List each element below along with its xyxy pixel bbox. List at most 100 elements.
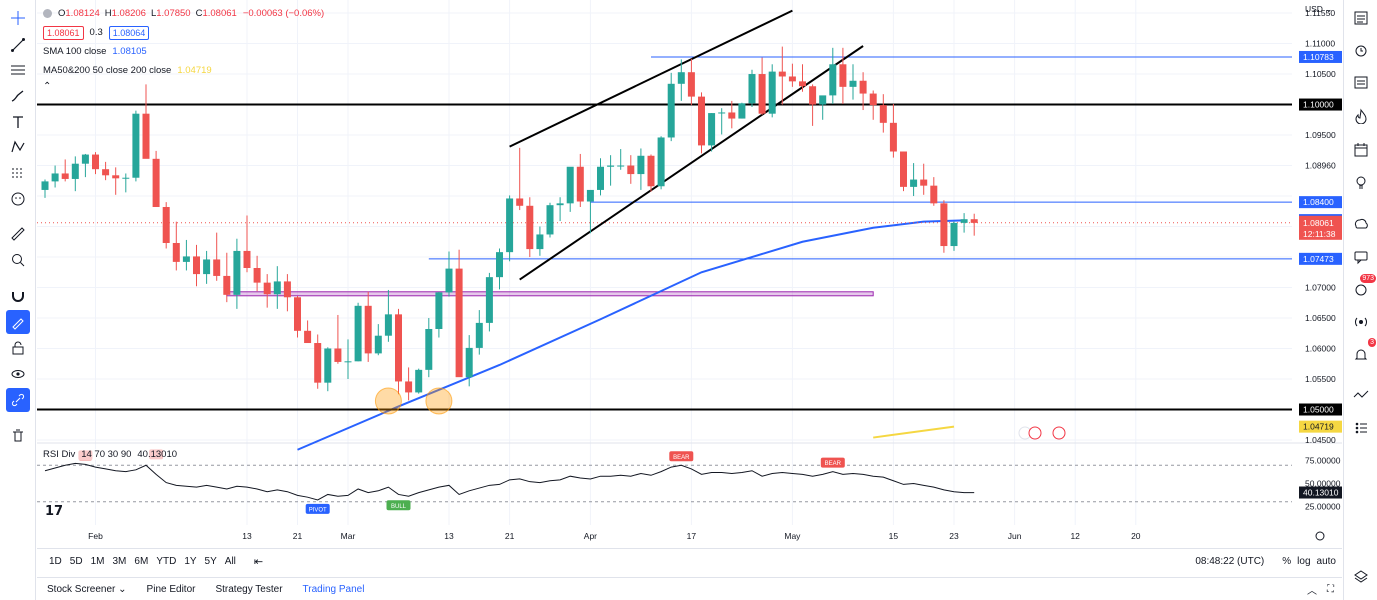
candle-body [182,256,190,262]
eye-icon[interactable] [6,362,30,386]
current-price-tag-bg [1299,215,1342,240]
clock[interactable]: 08:48:22 (UTC) [1195,556,1265,567]
candle-body [92,154,99,170]
range-button-1m[interactable]: 1M [90,556,105,567]
emoji-icon[interactable] [6,187,30,211]
candle-body [728,112,736,119]
candle-body [778,71,786,77]
ohlc-key: L [150,8,157,19]
ohlc-item-l: L1.07850 [151,8,191,19]
range-button-1y[interactable]: 1Y [184,556,197,567]
economic-events[interactable] [1018,426,1066,440]
bid-box[interactable]: 1.08061 [43,25,84,40]
candle-body [647,155,655,187]
scale-button-percent[interactable]: % [1282,556,1292,567]
lock-icon[interactable] [6,336,30,360]
ohlc-item-c: C1.08061 [196,8,237,19]
sma-100-series [297,219,965,451]
rsi-tick-label: 25.00000 [1305,501,1341,511]
rsi-legend[interactable]: RSI Div 14 70 30 90 40.13010 [43,449,178,460]
range-button-5y[interactable]: 5Y [204,556,217,567]
trendline-tool-icon[interactable] [6,33,30,57]
price-tick-label: 1.05500 [1305,374,1336,384]
scale-buttons: % log auto [1282,556,1336,567]
tab-strategy-tester[interactable]: Strategy Tester [215,583,283,595]
candle-body [970,219,978,223]
candle-body [314,343,322,383]
trash-icon[interactable] [6,424,30,448]
candle-body [869,93,877,106]
tradingview-logo-icon[interactable]: 𝟭𝟳 [45,503,64,518]
candle-body [607,165,615,167]
alarm-clock-icon[interactable] [1349,38,1373,62]
tab-pine-editor[interactable]: Pine Editor [146,583,196,595]
price-axis[interactable]: USD ⌄ 1.04500 1.05000 1.05500 1.06000 1.06500… [1299,4,1342,511]
maximize-panel-icon[interactable]: ⛶ [1327,583,1334,595]
candle-body [294,297,301,331]
us-flag-icon[interactable] [1028,426,1042,440]
prediction-tool-icon[interactable] [6,161,30,185]
candlesticks [41,46,978,401]
watchlist-icon[interactable] [1349,6,1373,30]
eye-dot-icon[interactable] [43,9,52,18]
candle-body [193,256,200,275]
horizontal-lines-icon[interactable] [6,58,30,82]
candle-body [425,328,433,370]
calendar-icon[interactable] [1349,138,1373,162]
tab-stock-screener[interactable]: Stock Screener ⌄ [47,583,127,595]
range-button-5d[interactable]: 5D [69,556,83,567]
scale-button-log[interactable]: log [1297,556,1311,567]
grid-dots-icon[interactable] [1349,416,1373,440]
zoom-icon[interactable] [6,248,30,272]
pulse-wave-icon[interactable] [1349,384,1373,408]
pattern-tool-icon[interactable] [6,135,30,159]
stay-in-drawing-mode-icon[interactable] [6,310,30,334]
us-flag-icon[interactable] [1052,426,1066,440]
candle-body [496,252,503,278]
hotlist-fire-icon[interactable] [1349,104,1373,128]
rsi-pane: PIVOT BULL BEAR BEAR [37,449,1292,514]
notifications-icon[interactable]: 973 [1349,274,1376,302]
data-window-icon[interactable] [1349,70,1373,94]
layers-icon[interactable] [1349,565,1373,589]
ruler-icon[interactable] [6,222,30,246]
crosshair-icon[interactable] [6,6,30,30]
time-tick-label: 15 [889,531,899,541]
candle-body [940,203,948,247]
range-button-1d[interactable]: 1D [49,556,62,567]
magnet-icon[interactable] [6,284,30,308]
date-range-icon[interactable]: ⇤ [253,556,264,568]
chart-canvas[interactable]: PIVOT BULL BEAR BEAR USD ⌄ 1.04500 1.05000 1.0… [37,0,1342,545]
text-tool-icon[interactable] [6,110,30,134]
ma-legend-row[interactable]: MA50&200 50 close 200 close 1.04719 [43,61,324,80]
candle-body [41,181,49,190]
chart-area[interactable]: PIVOT BULL BEAR BEAR USD ⌄ 1.04500 1.05000 1.0… [37,0,1342,545]
range-button-all[interactable]: All [224,556,236,567]
scale-button-auto[interactable]: auto [1316,556,1336,567]
ask-box[interactable]: 1.08064 [108,25,150,40]
minimize-panel-icon[interactable]: ︿ [1307,585,1317,597]
range-button-ytd[interactable]: YTD [156,556,177,567]
rsi-params: 14 70 30 90 [81,449,132,460]
chats-icon[interactable] [1349,245,1373,269]
notification-count-badge: 973 [1360,274,1376,283]
brush-icon[interactable] [6,84,30,108]
trend-line [509,9,793,148]
broadcast-icon[interactable] [1349,310,1373,334]
tab-trading-panel[interactable]: Trading Panel [302,583,365,595]
alerts-bell-icon[interactable]: 3 [1349,338,1376,366]
streams-icon[interactable] [1349,211,1373,235]
range-button-6m[interactable]: 6M [134,556,149,567]
ideas-lightbulb-icon[interactable] [1349,171,1373,195]
range-button-3m[interactable]: 3M [112,556,127,567]
time-axis[interactable]: 24Feb1321Mar1321Apr17May1523Jun1220 [37,531,1325,541]
collapse-legend-icon[interactable]: ⌃ [43,80,52,92]
time-tick-label: 21 [505,531,515,541]
time-tick-label: Jun [1008,531,1022,541]
rsi-signal-label: BULL [391,504,407,510]
ohlc-key: H [104,8,112,19]
link-icon[interactable] [6,388,30,412]
time-tick-label: 20 [1131,531,1141,541]
sma-legend-row[interactable]: SMA 100 close 1.08105 [43,42,324,61]
candle-body [152,158,160,208]
